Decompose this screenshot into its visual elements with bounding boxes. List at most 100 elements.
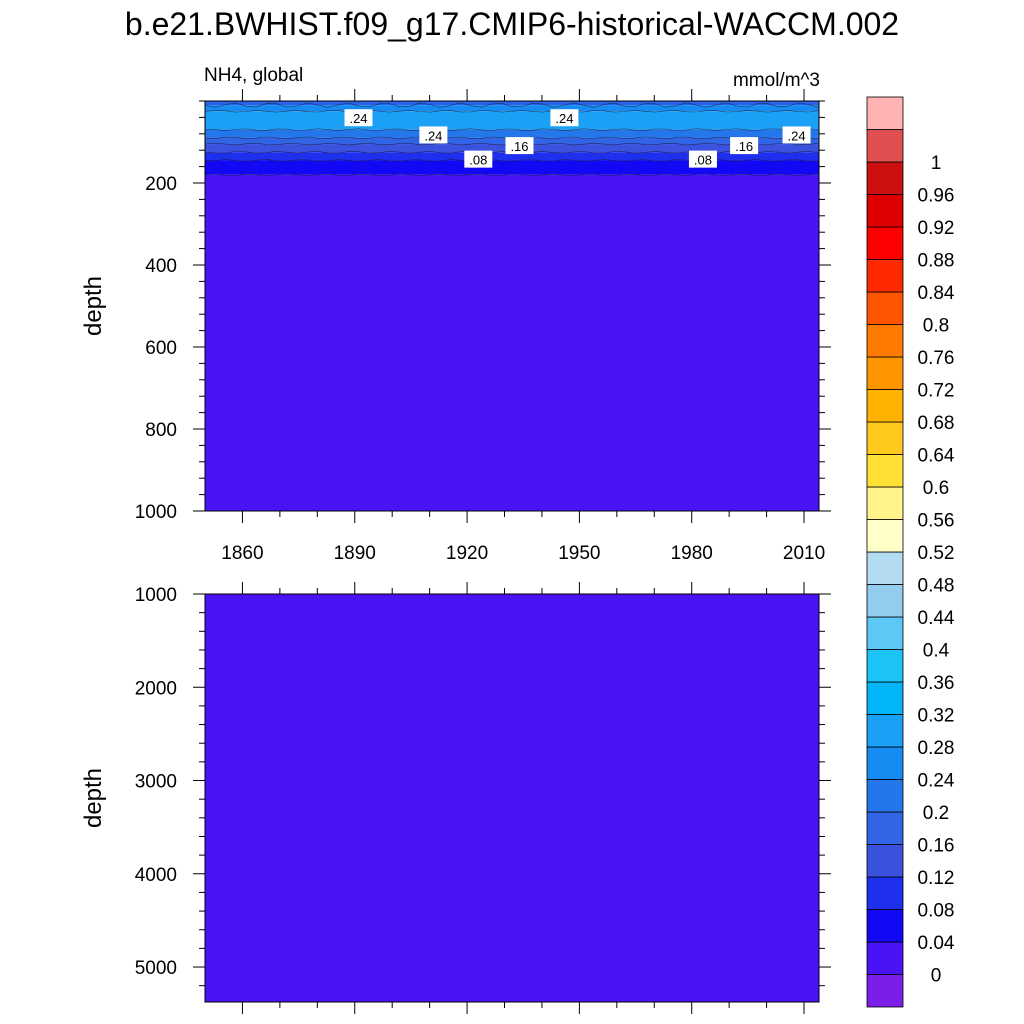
colorbar-swatch xyxy=(866,519,904,553)
contour-band xyxy=(205,129,819,138)
svg-text:.24: .24 xyxy=(787,128,805,143)
y-tick-label: 2000 xyxy=(135,678,177,699)
plot-frame-upper xyxy=(204,100,820,512)
colorbar-label: 0.8 xyxy=(923,316,949,337)
colorbar-swatch xyxy=(866,226,904,260)
contour-label: .16 xyxy=(730,137,759,155)
colorbar-swatch xyxy=(866,454,904,488)
x-tick-label: 1890 xyxy=(334,543,376,564)
y-axis-label-upper: depth xyxy=(80,276,107,336)
contour-label: .08 xyxy=(464,150,493,168)
x-axis-lower xyxy=(241,582,805,1014)
contour-band xyxy=(205,160,819,175)
y-axis-label-lower: depth xyxy=(80,768,107,828)
contour-band xyxy=(205,111,819,130)
x-tick-label: 1920 xyxy=(446,543,488,564)
colorbar-label: 0.04 xyxy=(918,933,955,954)
contour-line xyxy=(204,173,820,177)
colorbar-swatch xyxy=(866,844,904,878)
contour-line xyxy=(205,128,820,131)
colorbar-swatch xyxy=(866,161,904,195)
x-tick-label: 1860 xyxy=(221,543,263,564)
y-tick-label: 4000 xyxy=(135,865,177,886)
x-tick-label: 1980 xyxy=(671,543,713,564)
colorbar-label: 0.92 xyxy=(918,218,955,239)
x-tick-label: 1950 xyxy=(558,543,600,564)
colorbar-label: 0.84 xyxy=(918,283,955,304)
x-tick-label: 2010 xyxy=(783,543,825,564)
colorbar-label: 0.4 xyxy=(923,641,950,662)
y-axis-upper: 200 400 600 800 1000 xyxy=(135,100,831,523)
colorbar-swatch xyxy=(866,356,904,390)
colorbar-label: 0.6 xyxy=(923,478,949,499)
y-tick-label: 800 xyxy=(145,420,177,441)
colorbar-swatch xyxy=(866,779,904,813)
colorbar-label: 0.68 xyxy=(918,413,955,434)
left-string: NH4, global xyxy=(204,65,303,86)
contour-label: .24 xyxy=(550,109,579,127)
y-tick-label: 400 xyxy=(145,256,177,277)
colorbar-swatch xyxy=(866,551,904,585)
contour-label: .24 xyxy=(344,109,373,127)
colorbar-label: 1 xyxy=(931,153,942,174)
svg-text:.08: .08 xyxy=(469,153,487,168)
y-tick-label: 200 xyxy=(145,174,177,195)
colorbar-swatch xyxy=(866,616,904,650)
colorbar-label: 0.08 xyxy=(918,901,955,922)
colorbar-swatch xyxy=(866,909,904,943)
svg-text:.24: .24 xyxy=(424,128,442,143)
contour-labels-upper: .24 .24 .24 .24 .16 .16 .08 .08 xyxy=(344,109,811,168)
contour-band xyxy=(205,594,819,1002)
colorbar-label: 0.64 xyxy=(918,446,955,467)
colorbar-swatch xyxy=(866,259,904,293)
contour-label: .24 xyxy=(782,126,811,144)
colorbar-label: 0 xyxy=(931,966,942,987)
contour-band xyxy=(205,152,819,161)
panel-upper: .24 .24 .24 .24 .16 .16 .08 .08 200 400 600 800 100… xyxy=(80,89,831,564)
y-tick-label: 600 xyxy=(145,338,177,359)
svg-text:.24: .24 xyxy=(349,111,367,126)
colorbar-label: 0.48 xyxy=(918,576,955,597)
units-label: mmol/m^3 xyxy=(733,70,820,91)
colorbar-swatch xyxy=(866,194,904,228)
colorbar-label: 0.24 xyxy=(918,771,955,792)
colorbar-label: 0.12 xyxy=(918,868,955,889)
contour-band xyxy=(205,101,819,106)
colorbar-label: 0.32 xyxy=(918,706,955,727)
colorbar-label: 0.72 xyxy=(918,381,955,402)
contour-label: .16 xyxy=(505,137,534,155)
colorbar-swatch xyxy=(866,389,904,423)
contour-label: .24 xyxy=(419,126,448,144)
colorbar-swatch xyxy=(866,714,904,748)
svg-text:.16: .16 xyxy=(510,139,528,154)
colorbar-swatch xyxy=(866,974,904,1008)
svg-text:.08: .08 xyxy=(694,153,712,168)
colorbar-swatch xyxy=(866,96,904,130)
x-axis-upper: 1860 1890 1920 1950 1980 2010 xyxy=(221,89,825,564)
y-tick-label: 1000 xyxy=(135,502,177,523)
y-axis-lower: 1000 2000 3000 4000 5000 xyxy=(135,585,831,987)
colorbar: 0 0.04 0.08 0.12 0.16 0.2 0.24 0.28 0.32 0.36 0.4 0… xyxy=(866,96,955,1008)
colorbar-swatch xyxy=(866,324,904,358)
panel-lower: 1000 2000 3000 4000 5000 depth xyxy=(80,582,831,1014)
colorbar-label: 0.56 xyxy=(918,511,955,532)
colorbar-label: 0.16 xyxy=(918,836,955,857)
colorbar-label: 0.28 xyxy=(918,738,955,759)
chart-title: b.e21.BWHIST.f09_g17.CMIP6-historical-WA… xyxy=(125,6,899,42)
colorbar-label: 0.36 xyxy=(918,673,955,694)
contour-band xyxy=(205,105,819,112)
colorbar-swatch xyxy=(866,584,904,618)
plot-frame-lower xyxy=(204,593,820,1003)
y-tick-label: 1000 xyxy=(135,585,177,606)
colorbar-swatch xyxy=(866,486,904,520)
contour-line xyxy=(204,102,820,108)
colorbar-swatch xyxy=(866,681,904,715)
contour-band xyxy=(205,174,819,512)
colorbar-swatch xyxy=(866,421,904,455)
svg-text:.24: .24 xyxy=(555,111,573,126)
y-tick-label: 5000 xyxy=(135,958,177,979)
colorbar-swatch xyxy=(866,649,904,683)
colorbar-label: 0.96 xyxy=(918,186,955,207)
colorbar-swatch xyxy=(866,876,904,910)
